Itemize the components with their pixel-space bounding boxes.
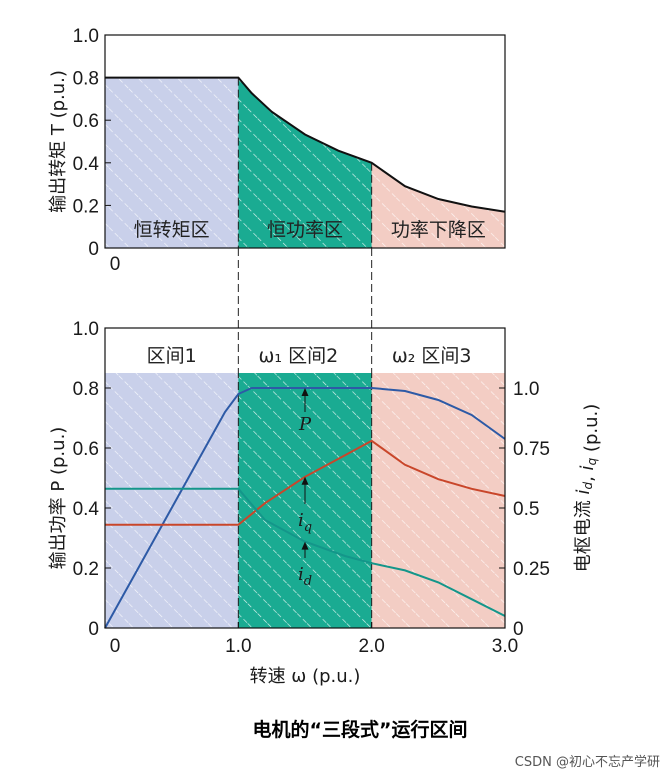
speed-xtick-label: 1.0 [225,636,251,657]
torque-region-hatch-1 [105,77,239,248]
torque-ytick-label: 0.2 [73,196,99,217]
series-line-P [104,387,506,629]
annotation-arrowhead [301,388,309,396]
current-y2-axis-label: 电枢电流 id, iq (p.u.) [573,404,602,573]
power-region-label-3: ω₂ 区间3 [392,345,472,367]
current-ytick-label: 0 [513,619,524,640]
series-line-iq [105,439,506,526]
torque-ytick-label: 0.8 [73,69,99,90]
speed-xtick-label: 0 [110,636,121,657]
torque-region-label-1: 恒转矩区 [134,219,210,241]
current-ytick-label: 0.75 [513,439,550,460]
power-ytick-label: 0 [88,619,99,640]
omega-dashed-connectors [237,248,373,370]
power-y-axis-label: 输出功率 P (p.u.) [48,427,69,570]
annotation-arrowhead [301,476,309,485]
torque-ytick-label: 0.4 [73,154,100,175]
current-ytick-label: 0.5 [513,499,539,520]
torque-ytick-label: 1.0 [73,26,99,47]
watermark: CSDN @初心不忘产学研 [515,754,660,770]
current-ytick-label: 0.25 [513,559,550,580]
torque-y-axis-label: 输出转矩 T (p.u.) [48,70,69,213]
speed-x-axis-label: 转速 ω (p.u.) [250,666,361,687]
torque-ytick-label: 0 [88,239,99,260]
power-region-label-2: ω₁ 区间2 [259,345,339,367]
figure-caption: 电机的“三段式”运行区间 [253,718,468,741]
power-ytick-label: 0.4 [73,499,100,520]
power-plot-frame [104,327,506,629]
current-ytick-label: 1.0 [513,379,539,400]
torque-region-label-3: 功率下降区 [391,219,486,241]
power-ytick-label: 0.8 [73,379,99,400]
torque-curve [105,76,506,213]
torque-region-label-2: 恒功率区 [267,219,343,241]
annotation-label: P [298,414,312,435]
annotation-label: iq [298,510,312,535]
torque-plot-frame [104,34,506,249]
torque-region-hatch-2 [238,77,372,248]
annotation-arrowhead [301,541,309,550]
power-ytick-label: 0.2 [73,559,99,580]
speed-xtick-label: 2.0 [358,636,384,657]
power-ytick-label: 1.0 [73,319,99,340]
series-line-id [105,487,506,617]
power-region-hatch-1 [105,373,239,628]
power-current-chart: 区间1 ω₁ 区间2 ω₂ 区间3 0 0.2 0.4 0.6 0.8 1.0 0 0.25 0.5… [48,319,602,687]
torque-region-hatch-3 [371,162,505,248]
annotation-label: id [298,564,312,589]
power-ytick-label: 0.6 [73,439,99,460]
torque-xtick-label: 0 [110,254,121,275]
torque-ytick-label: 0.6 [73,111,99,132]
power-region-label-1: 区间1 [147,345,197,367]
torque-chart: 恒转矩区 恒功率区 功率下降区 0 0.2 0.4 0.6 0.8 1.0 0 输出转矩 T (… [48,26,506,275]
power-region-hatch-3 [371,373,505,628]
speed-xtick-label: 3.0 [492,636,518,657]
